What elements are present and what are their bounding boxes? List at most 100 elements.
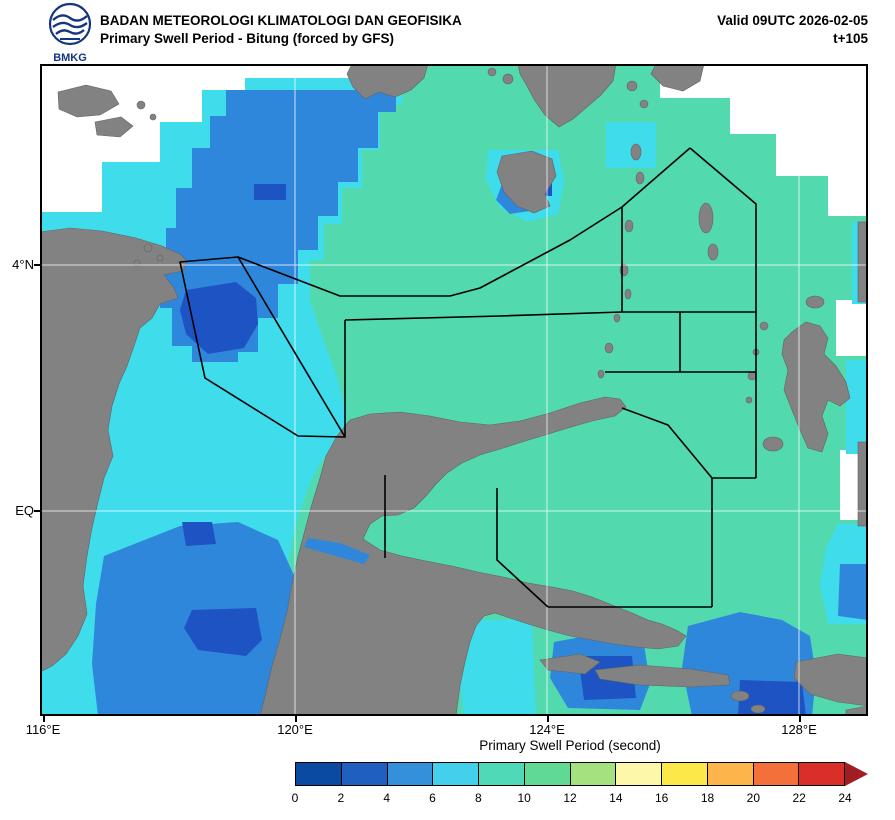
swell-area-2-4s [180, 282, 258, 354]
land-island [143, 243, 153, 253]
land-island [502, 73, 514, 85]
no-data-area [40, 64, 355, 212]
colorbar-segment [616, 763, 662, 785]
logo-wave-icon [52, 21, 88, 29]
swell-map [39, 63, 869, 717]
land-island [730, 690, 750, 702]
land-island [626, 80, 638, 92]
colorbar-tick-label: 2 [337, 791, 345, 805]
logo-text: BMKG [53, 52, 87, 64]
logo-wave-icon [52, 14, 88, 22]
y-axis-label-eq: EQ [15, 503, 34, 518]
swell-area-6-8s [846, 360, 868, 454]
swell-area-4-6s [838, 564, 868, 620]
bmkg-logo: BMKG [48, 2, 92, 64]
colorbar-tick-label: 22 [792, 791, 806, 805]
y-axis-tick [34, 510, 40, 512]
land-talaud-island [698, 202, 714, 234]
land-obi-island [793, 653, 869, 707]
colorbar-tick-label: 20 [746, 791, 761, 805]
colorbar-tick-label: 14 [609, 791, 623, 805]
colorbar-segment [524, 763, 571, 785]
land-sangihe-island [604, 342, 614, 354]
land-island [487, 67, 497, 77]
land-mindanao-east [517, 63, 617, 128]
forecast-step-label: t+105 [833, 31, 868, 46]
colorbar-tick-label: 4 [383, 791, 390, 805]
colorbar-segment [662, 763, 708, 785]
land-island [639, 99, 649, 109]
land-island [745, 396, 753, 404]
colorbar-segment [479, 763, 525, 785]
land-island [805, 295, 825, 309]
colorbar-tick-label: 8 [474, 791, 482, 805]
land-sabah [57, 84, 120, 118]
x-axis-tick [295, 716, 297, 722]
valid-time-label: Valid 09UTC 2026-02-05 [717, 13, 868, 28]
land-sangihe-island [613, 313, 621, 323]
colorbar-tick-label: 24 [838, 791, 852, 805]
land-island [136, 100, 146, 110]
forecast-zone-boundary [621, 407, 756, 479]
agency-title: BADAN METEOROLOGI KLIMATOLOGI DAN GEOFIS… [100, 13, 462, 28]
forecast-zone-boundary [689, 147, 757, 478]
land-sangihe-island [597, 369, 605, 379]
graticule-layer [40, 64, 868, 716]
colorbar-title: Primary Swell Period (second) [479, 738, 661, 753]
land-sabah [94, 116, 134, 138]
land-island [759, 321, 769, 331]
map-frame [40, 64, 868, 716]
land-layer [39, 63, 869, 717]
land-island [747, 371, 757, 381]
x-axis-label-120e: 120°E [277, 722, 313, 737]
swell-area-6-8s [606, 122, 656, 168]
colorbar-tick-label: 6 [429, 791, 436, 805]
colorbar-tick-label: 18 [700, 791, 715, 805]
y-axis-label-4n: 4°N [12, 257, 34, 272]
colorbar-segment [707, 763, 754, 785]
swell-area-2-4s [184, 608, 262, 656]
x-axis-tick [547, 716, 549, 722]
colorbar-tick-label: 12 [563, 791, 577, 805]
land-banggai-island [594, 664, 731, 688]
colorbar-segment [753, 763, 800, 785]
map-canvas [39, 63, 869, 717]
logo-wave-icon [55, 29, 85, 35]
x-axis-tick [43, 716, 45, 722]
forecast-zone-boundary [179, 256, 346, 438]
x-axis-label-124e: 124°E [529, 722, 565, 737]
colorbar-tick-label: 10 [517, 791, 531, 805]
colorbar-segment [799, 763, 844, 785]
colorbar-segment [570, 763, 617, 785]
forecast-zone-boundaries [179, 147, 757, 608]
forecast-zone-boundary [344, 311, 623, 321]
land-island [156, 254, 164, 262]
land-island [149, 113, 157, 121]
product-title: Primary Swell Period - Bitung (forced by… [100, 31, 395, 46]
swell-area-6-8s [458, 620, 536, 716]
land-island [762, 436, 784, 452]
colorbar-ticks: 0 2 4 6 8 10 12 14 16 18 20 22 24 [291, 791, 852, 807]
colorbar-segment [387, 763, 434, 785]
x-axis-label-128e: 128°E [781, 722, 817, 737]
colorbar-segment [296, 763, 342, 785]
land-sangihe-island [624, 219, 634, 233]
land-sangihe-island [630, 143, 642, 161]
no-data-area [836, 300, 868, 356]
land-sangihe-island [624, 288, 632, 300]
no-data-area [660, 64, 868, 216]
forecast-zone-boundary [496, 488, 549, 608]
land-borneo [39, 227, 188, 673]
colorbar-tick-label: 16 [654, 791, 669, 805]
land-talaud-island [707, 243, 719, 261]
land-island-group [496, 150, 557, 214]
x-axis-label-116e: 116°E [25, 722, 61, 737]
x-axis-tick [799, 716, 801, 722]
land-island [750, 704, 766, 714]
land-sangihe-island [635, 171, 645, 185]
swell-area-4-6s [304, 538, 370, 564]
colorbar-tick-label: 0 [291, 791, 299, 805]
colorbar-segment [433, 763, 479, 785]
colorbar-arrow [845, 762, 868, 786]
